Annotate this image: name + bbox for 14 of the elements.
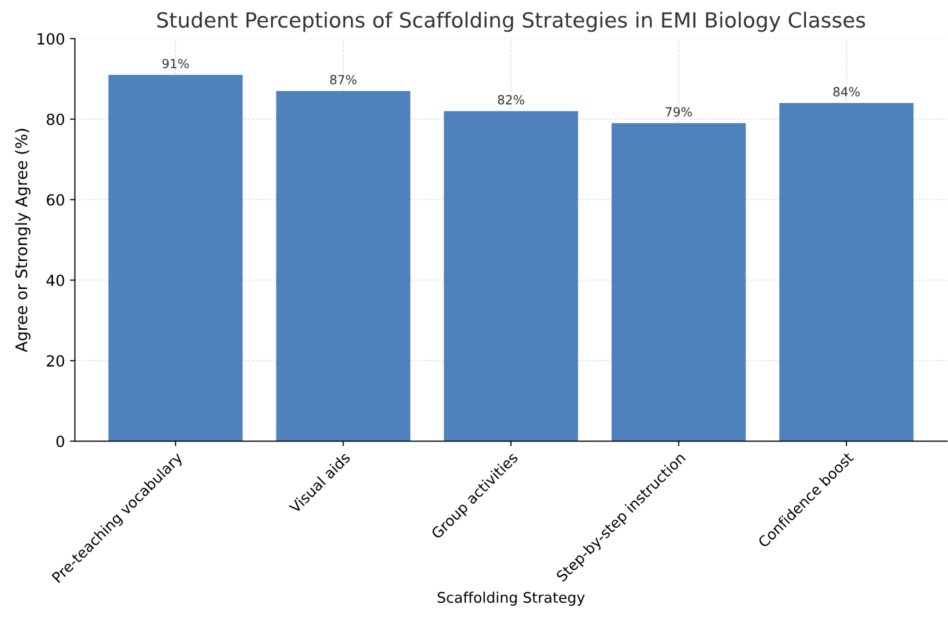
- y-tick-label: 60: [46, 194, 64, 206]
- y-tick-label: 40: [46, 274, 64, 286]
- y-tick-label: 80: [46, 114, 64, 126]
- y-axis-title: Agree or Strongly Agree (%): [14, 128, 30, 352]
- data-label: 87%: [330, 74, 356, 84]
- y-tick-label: 100: [38, 33, 64, 45]
- chart-title: Student Perceptions of Scaffolding Strategies in EMI Biology Classes: [157, 12, 866, 32]
- data-label: 84%: [833, 86, 860, 96]
- data-label: 82%: [498, 95, 524, 104]
- data-label: 91%: [162, 58, 189, 68]
- y-tick-label: 0: [56, 436, 64, 448]
- x-axis-title: Scaffolding Strategy: [438, 592, 585, 606]
- data-label: 79%: [666, 107, 692, 117]
- y-tick-label: 20: [46, 355, 64, 367]
